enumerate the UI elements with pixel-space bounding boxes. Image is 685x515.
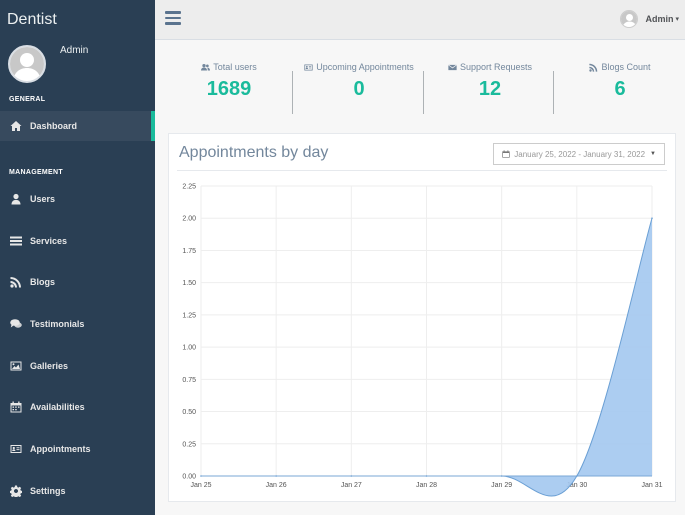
home-icon xyxy=(10,120,22,132)
y-tick-label: 0.25 xyxy=(182,441,196,448)
sidebar-item-blogs[interactable]: Blogs xyxy=(0,267,155,297)
x-tick-label: Jan 25 xyxy=(190,482,211,489)
tile-divider xyxy=(423,71,424,114)
x-tick-label: Jan 30 xyxy=(566,482,587,489)
sidebar-item-label: Services xyxy=(30,236,68,246)
tile-label: Blogs Count xyxy=(601,62,651,72)
calendar-icon xyxy=(502,150,510,158)
series-area xyxy=(201,218,652,497)
profile-avatar xyxy=(8,45,46,83)
appointments-area-chart: 0.00 0.25 0.50 0.75 1.00 1.25 1.50 1.75 2.00 2.25… xyxy=(182,184,663,497)
tile-support-requests: Support Requests 12 xyxy=(425,62,555,101)
profile-name: Admin xyxy=(60,45,89,56)
user-name: Admin xyxy=(645,14,674,24)
sidebar-item-appointments[interactable]: Appointments xyxy=(0,434,155,464)
id-card-icon xyxy=(10,443,22,455)
sidebar-item-users[interactable]: Users xyxy=(0,184,155,214)
id-card-icon xyxy=(304,64,313,70)
tile-label: Upcoming Appointments xyxy=(316,62,414,72)
rss-icon xyxy=(10,276,22,288)
x-tick-label: Jan 28 xyxy=(416,482,437,489)
x-tick-label: Jan 29 xyxy=(491,482,512,489)
users-icon xyxy=(201,63,211,70)
comments-icon xyxy=(10,318,22,330)
y-tick-label: 1.25 xyxy=(182,312,196,319)
data-point xyxy=(651,217,653,220)
section-label-general: GENERAL xyxy=(9,96,46,103)
tile-label: Support Requests xyxy=(459,62,533,72)
y-tick-label: 2.25 xyxy=(182,184,196,191)
tile-total-users: Total users 1689 xyxy=(164,62,294,101)
date-range-picker[interactable]: January 25, 2022 - January 31, 2022 ▼ xyxy=(493,143,665,165)
data-point xyxy=(200,475,202,477)
sidebar-item-galleries[interactable]: Galleries xyxy=(0,351,155,381)
sidebar-item-label: Users xyxy=(30,194,56,204)
date-range-text: January 25, 2022 - January 31, 2022 xyxy=(514,149,646,159)
menu-toggle-icon[interactable] xyxy=(165,11,181,27)
sidebar-item-settings[interactable]: Settings xyxy=(0,476,155,506)
y-tick-label: 1.00 xyxy=(182,345,196,352)
chevron-down-icon: ▼ xyxy=(650,151,656,157)
tile-upcoming-appointments: Upcoming Appointments 0 xyxy=(294,62,424,101)
sidebar-item-label: Settings xyxy=(30,486,66,496)
sidebar-item-label: Appointments xyxy=(30,444,91,454)
chevron-down-icon: ▾ xyxy=(675,16,679,23)
sidebar-item-testimonials[interactable]: Testimonials xyxy=(0,309,155,339)
tile-blogs-count: Blogs Count 6 xyxy=(555,62,685,101)
tile-divider xyxy=(292,71,293,114)
panel-title: Appointments by day xyxy=(179,144,329,161)
y-tick-label: 0.00 xyxy=(182,474,196,481)
sidebar-item-label: Availabilities xyxy=(30,402,85,412)
sidebar-item-label: Blogs xyxy=(30,277,56,287)
data-point xyxy=(350,475,353,477)
user-menu-dropdown[interactable]: Admin ▾ xyxy=(620,10,679,28)
sidebar: Dentist Admin GENERAL Dashboard MANAGEME… xyxy=(0,0,155,515)
tile-value: 6 xyxy=(614,78,626,100)
y-tick-label: 0.75 xyxy=(182,377,196,384)
envelope-icon xyxy=(448,64,457,70)
y-tick-label: 1.75 xyxy=(182,248,196,255)
panel-divider xyxy=(177,170,667,171)
sidebar-item-label: Testimonials xyxy=(30,319,85,329)
x-tick-label: Jan 31 xyxy=(641,482,662,489)
calendar-icon xyxy=(10,401,22,413)
sidebar-item-services[interactable]: Services xyxy=(0,226,155,256)
user-icon xyxy=(10,193,22,205)
data-point xyxy=(576,475,578,477)
tile-value: 0 xyxy=(353,78,365,100)
top-navbar: Admin ▾ xyxy=(155,0,685,40)
section-label-management: MANAGEMENT xyxy=(9,169,63,176)
tile-value: 1689 xyxy=(206,78,252,100)
data-point xyxy=(275,475,277,477)
tile-divider xyxy=(553,71,554,114)
gear-icon xyxy=(10,485,22,497)
sidebar-item-label: Dashboard xyxy=(30,121,78,131)
tile-value: 12 xyxy=(478,78,502,100)
y-tick-label: 1.50 xyxy=(182,280,196,287)
image-icon xyxy=(10,360,22,372)
user-avatar xyxy=(620,10,639,28)
x-tick-label: Jan 26 xyxy=(266,482,287,489)
rss-icon xyxy=(589,63,598,72)
sidebar-item-label: Galleries xyxy=(30,361,69,371)
list-icon xyxy=(10,235,22,247)
y-tick-label: 0.50 xyxy=(182,409,196,416)
appointments-chart-panel: Appointments by day January 25, 2022 - J… xyxy=(168,133,676,502)
data-point xyxy=(500,475,503,477)
brand-title[interactable]: Dentist xyxy=(7,11,57,28)
sidebar-item-availabilities[interactable]: Availabilities xyxy=(0,392,155,422)
data-point xyxy=(425,475,428,477)
tile-label: Total users xyxy=(213,62,257,72)
sidebar-item-dashboard[interactable]: Dashboard xyxy=(0,111,155,141)
y-tick-label: 2.00 xyxy=(182,216,196,223)
x-tick-label: Jan 27 xyxy=(341,482,362,489)
